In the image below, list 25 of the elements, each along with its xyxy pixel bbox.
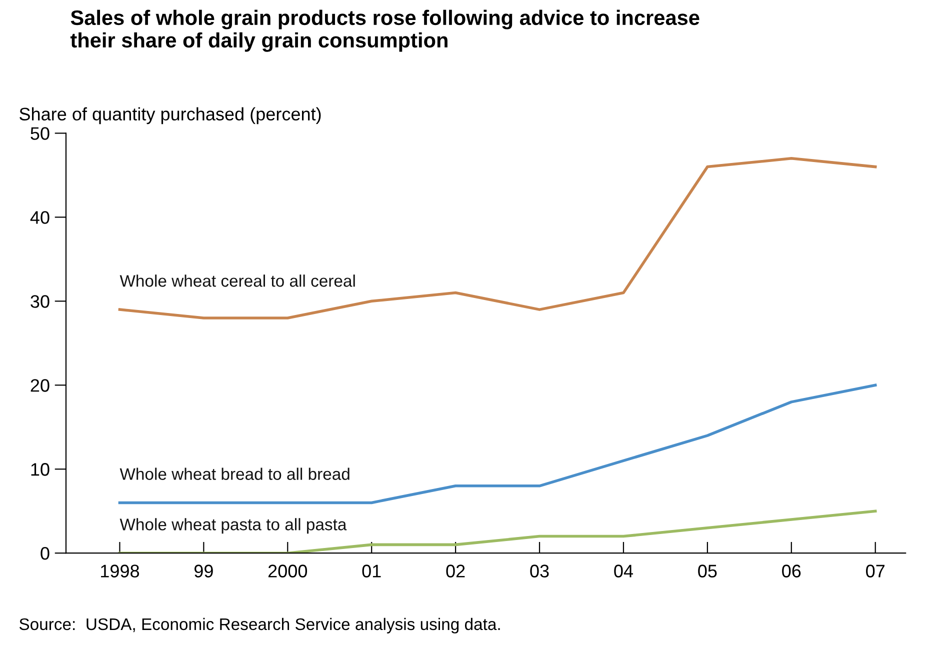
x-tick-label: 04 — [614, 564, 633, 578]
line-series — [118, 510, 877, 554]
x-tick-label: 99 — [194, 564, 213, 578]
line-series — [118, 384, 877, 504]
chart-title: Sales of whole grain products rose following advice to increase their share of daily grain consumption — [70, 10, 700, 52]
y-tick-label: 50 — [30, 127, 50, 140]
y-tick-label: 0 — [40, 547, 50, 560]
source-note: Source: USDA, Economic Research Service analysis using data. — [19, 618, 500, 634]
y-tick-label: 30 — [30, 295, 50, 308]
series-label: Whole wheat bread to all bread — [120, 468, 350, 480]
x-tick-label: 1998 — [101, 564, 140, 578]
series-label: Whole wheat cereal to all cereal — [120, 274, 355, 287]
y-axis-title: Share of quantity purchased (percent) — [20, 107, 321, 124]
x-tick-label: 03 — [530, 564, 549, 578]
x-tick-label: 07 — [866, 564, 884, 578]
y-tick-label: 20 — [30, 379, 50, 392]
y-tick-label: 40 — [30, 211, 50, 224]
y-tick-label: 10 — [31, 463, 50, 476]
series-label: Whole wheat pasta to all pasta — [120, 518, 347, 534]
x-tick-label: 2000 — [268, 564, 308, 578]
x-tick-label: 06 — [782, 564, 801, 578]
x-tick-label: 02 — [446, 564, 465, 578]
x-tick-label: 01 — [362, 564, 381, 578]
x-tick-label: 05 — [698, 564, 717, 578]
line-series — [118, 157, 877, 320]
